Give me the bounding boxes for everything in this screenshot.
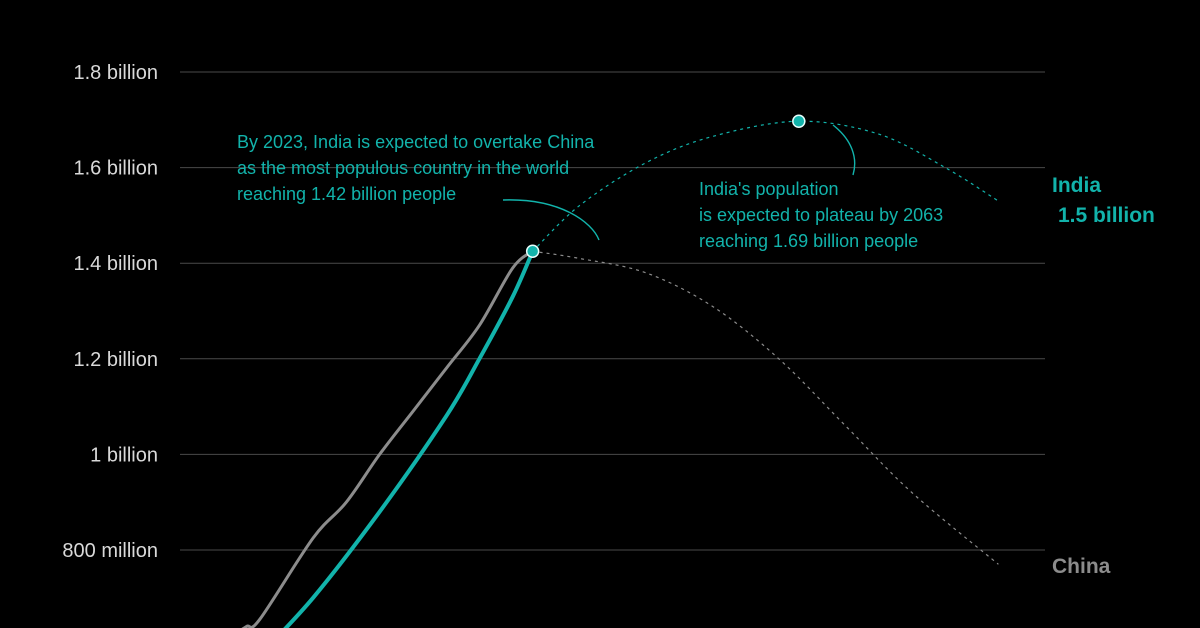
gridlines — [180, 71, 1045, 551]
y-tick-label: 1.2 billion — [73, 349, 158, 371]
annotation-2063-line: reaching 1.69 billion people — [699, 231, 918, 251]
china-projected-line — [532, 250, 999, 565]
y-axis-tick-labels: 1.8 billion 1.6 billion 1.4 billion 1.2 bil… — [62, 62, 158, 562]
annotation-2023-leader — [502, 199, 600, 241]
india-projected-line — [532, 120, 999, 252]
india-marker-2063 — [792, 114, 806, 128]
annotation-2063-leader — [832, 124, 856, 176]
y-tick-label: 1.6 billion — [73, 158, 158, 180]
y-tick-label: 800 million — [62, 540, 158, 562]
data-markers — [525, 114, 806, 258]
annotation-2023: By 2023, India is expected to overtake C… — [237, 132, 599, 204]
series-lines — [241, 120, 999, 628]
annotation-2063-line: is expected to plateau by 2063 — [699, 205, 943, 225]
annotation-2063-line: India's population — [699, 179, 839, 199]
y-tick-label: 1.4 billion — [73, 253, 158, 275]
india-series-label: India — [1052, 174, 1101, 197]
y-tick-label: 1.8 billion — [73, 62, 158, 84]
annotation-2063: India's population is expected to platea… — [699, 179, 948, 251]
india-end-value-label: 1.5 billion — [1058, 204, 1155, 227]
india-historical-line — [283, 249, 535, 628]
china-series-label: China — [1052, 555, 1111, 578]
annotation-2023-line: By 2023, India is expected to overtake C… — [237, 132, 595, 152]
annotation-2023-line: reaching 1.42 billion people — [237, 184, 456, 204]
india-marker-2023 — [525, 244, 540, 258]
china-historical-line — [241, 249, 535, 628]
annotation-2023-line: as the most populous country in the worl… — [237, 158, 569, 178]
y-tick-label: 1 billion — [90, 444, 158, 466]
